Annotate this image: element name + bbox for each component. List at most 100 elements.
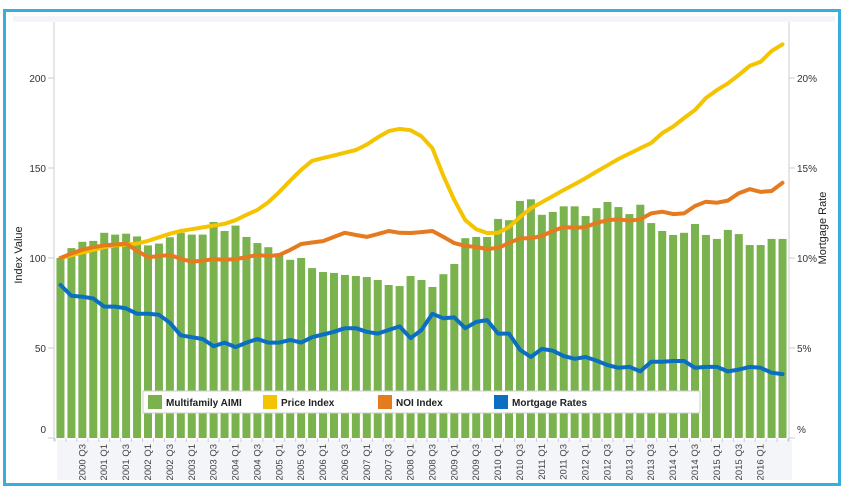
bar <box>483 236 492 438</box>
bar <box>603 202 612 438</box>
bar <box>723 229 732 438</box>
bar <box>745 245 754 438</box>
bar <box>417 279 426 438</box>
x-axis-band <box>57 440 792 480</box>
bar <box>275 254 284 438</box>
bar <box>308 268 317 438</box>
bar <box>614 207 623 438</box>
x-tick-label: 2008 Q1 <box>406 444 417 480</box>
line-series <box>58 42 785 377</box>
bar <box>329 272 338 438</box>
bar <box>625 214 634 438</box>
axes: 0 50 100 150 200% 5% 10% 15% 20% 2000 Q3 2001 Q1 20… <box>29 22 817 480</box>
bar <box>701 234 710 438</box>
legend-label-noi[interactable]: NOI Index <box>396 398 443 409</box>
bar <box>395 286 404 438</box>
legend-label-mortgage[interactable]: Mortgage Rates <box>512 398 587 409</box>
bar <box>286 259 295 438</box>
x-tick-label: 2013 Q1 <box>624 444 635 480</box>
x-tick-label: 2001 Q3 <box>121 444 132 480</box>
bar <box>461 238 470 438</box>
y2-tick-label: 10% <box>797 254 817 265</box>
bar <box>165 237 174 438</box>
bar <box>67 248 76 438</box>
line-noi-index <box>58 180 785 264</box>
legend-swatch-price <box>263 395 277 409</box>
bar <box>494 218 503 438</box>
x-tick-label: 2002 Q3 <box>165 444 176 480</box>
legend-box <box>142 390 701 414</box>
bar <box>143 245 152 438</box>
bar <box>384 285 393 438</box>
x-tick-label: 2012 Q1 <box>581 444 592 480</box>
y-tick-label: 100 <box>29 254 46 265</box>
bar <box>56 258 65 438</box>
x-tick-label: 2003 Q3 <box>209 444 220 480</box>
x-tick-label: 2003 Q1 <box>187 444 198 480</box>
x-tick-label: 2004 Q1 <box>231 444 242 480</box>
bar <box>669 234 678 438</box>
header-strip <box>13 16 835 22</box>
x-tick-label: 2009 Q3 <box>471 444 482 480</box>
y-tick-label: 150 <box>29 164 46 175</box>
x-tick-label: 2005 Q3 <box>296 444 307 480</box>
bar <box>647 223 656 438</box>
legend-swatch-noi <box>378 395 392 409</box>
bar <box>767 238 776 438</box>
x-tick-label: 2015 Q1 <box>712 444 723 480</box>
bar <box>351 276 360 438</box>
legend: Multifamily AIMI Price Index NOI Index M… <box>142 390 701 414</box>
bar <box>340 274 349 438</box>
bar <box>111 234 120 438</box>
bar <box>122 233 131 438</box>
y2-tick-label: 20% <box>797 74 817 85</box>
y-tick-label: 50 <box>35 344 47 355</box>
legend-label-multifamily[interactable]: Multifamily AIMI <box>166 398 242 409</box>
bar <box>581 216 590 438</box>
line-mortgage-rates <box>58 283 785 377</box>
bar <box>198 234 207 438</box>
bar <box>515 200 524 438</box>
bar <box>526 199 535 438</box>
x-tick-label: 2009 Q1 <box>449 444 460 480</box>
x-tick-label: 2010 Q3 <box>515 444 526 480</box>
x-tick-label: 2007 Q1 <box>362 444 373 480</box>
bar <box>778 238 787 438</box>
x-tick-label: 2015 Q3 <box>734 444 745 480</box>
x-tick-label: 2016 Q1 <box>756 444 767 480</box>
y2-tick-label: 15% <box>797 164 817 175</box>
bar <box>319 272 328 438</box>
y-tick-label: 0 <box>40 425 46 436</box>
x-tick-label: 2006 Q3 <box>340 444 351 480</box>
bar <box>756 245 765 438</box>
bar <box>297 258 306 438</box>
bar <box>231 225 240 438</box>
y2-tick-label: % <box>797 425 806 436</box>
bar <box>362 277 371 438</box>
bar <box>428 286 437 438</box>
y2-tick-label: 5% <box>797 344 812 355</box>
bar <box>439 274 448 438</box>
bar <box>592 208 601 438</box>
x-tick-label: 2000 Q3 <box>77 444 88 480</box>
bar <box>636 204 645 438</box>
x-tick-label: 2002 Q1 <box>143 444 154 480</box>
bar <box>691 223 700 438</box>
bar <box>373 279 382 438</box>
bar <box>78 241 87 438</box>
legend-label-price[interactable]: Price Index <box>281 398 335 409</box>
bar <box>133 236 142 438</box>
bar <box>658 231 667 438</box>
x-tick-label: 2011 Q1 <box>537 444 548 480</box>
x-tick-label: 2004 Q3 <box>252 444 263 480</box>
x-tick-label: 2014 Q3 <box>690 444 701 480</box>
y2-axis-title: Mortgage Rate <box>817 192 829 265</box>
bar <box>406 276 415 438</box>
y-axis-title: Index Value <box>13 226 25 283</box>
bar <box>154 243 163 438</box>
bar <box>548 211 557 438</box>
bar <box>472 236 481 438</box>
x-tick-label: 2014 Q1 <box>668 444 679 480</box>
bar <box>242 236 251 438</box>
